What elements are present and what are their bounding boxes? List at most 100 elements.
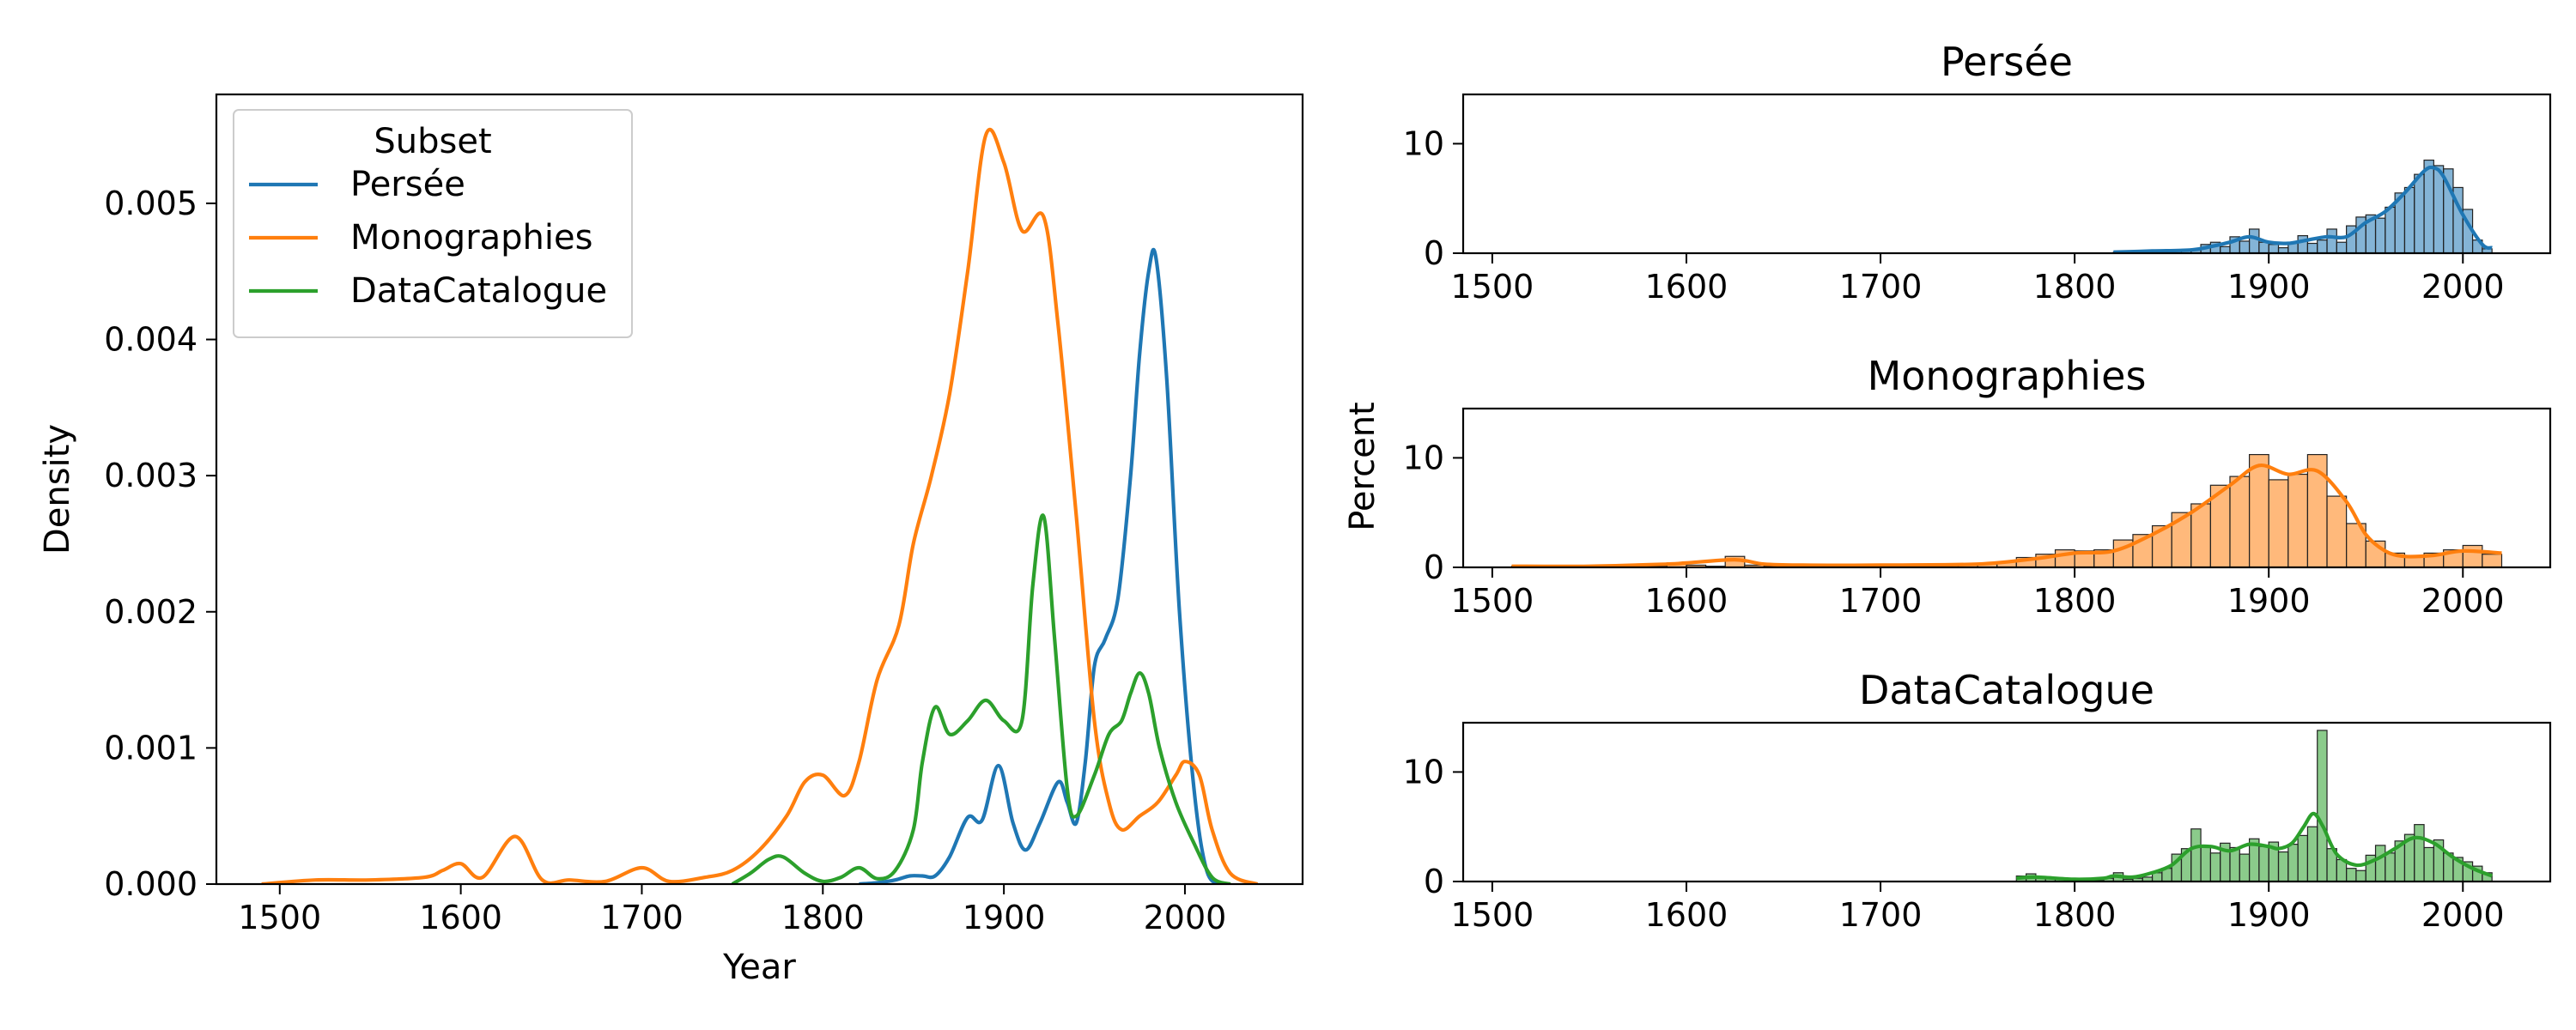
- x-tick-label: 1900: [2227, 268, 2311, 306]
- hist-bar: [2385, 852, 2396, 882]
- hist-bar: [2229, 476, 2251, 568]
- hist-kde-line: [1511, 463, 2502, 568]
- x-tick-label: 1700: [1839, 268, 1923, 306]
- x-tick-label: 2000: [2421, 268, 2505, 306]
- legend-title: Subset: [374, 122, 491, 161]
- hist-bar: [2268, 244, 2280, 254]
- hist-bar: [2482, 554, 2503, 568]
- hist-bar: [2200, 845, 2211, 882]
- kde-frame: [215, 93, 1304, 886]
- y-tick-label: 10: [1403, 124, 1444, 162]
- hist-bar: [2433, 165, 2445, 254]
- x-tick-label: 2000: [2421, 896, 2505, 934]
- kde-line-monographies: [261, 127, 1259, 884]
- y-axis-label: Percent: [1343, 402, 1382, 531]
- y-tick-label: 0: [1424, 234, 1444, 272]
- x-tick-label: 1500: [1451, 268, 1534, 306]
- y-tick-label: 0.005: [104, 185, 197, 222]
- x-tick-label: 1600: [1645, 582, 1728, 620]
- hist-bar: [2355, 869, 2366, 882]
- hist-bar: [2336, 241, 2348, 254]
- hist-bar: [2317, 730, 2328, 882]
- hist-bar: [2220, 245, 2231, 254]
- y-tick-label: 10: [1403, 753, 1444, 791]
- x-tick-label: 1700: [1839, 896, 1923, 934]
- hist-bar: [2317, 239, 2328, 254]
- hist-bar: [2297, 834, 2309, 882]
- hist-bar: [2239, 853, 2251, 882]
- x-tick-label: 1700: [1839, 582, 1923, 620]
- hist-frame: [1461, 93, 2552, 255]
- hist-frame: [1461, 407, 2552, 569]
- hist-bar: [2258, 845, 2269, 882]
- hist-frame: [1461, 721, 2552, 883]
- hist-bar: [2297, 234, 2309, 254]
- x-axis-label: Year: [722, 948, 796, 987]
- y-tick-label: 0: [1424, 863, 1444, 900]
- hist-bar: [2423, 159, 2434, 254]
- y-tick-label: 10: [1403, 439, 1444, 476]
- hist-bar: [2346, 868, 2357, 882]
- x-tick-label: 1800: [2033, 582, 2117, 620]
- panel-title: DataCatalogue: [1859, 667, 2154, 713]
- hist-kde-line: [2113, 165, 2493, 254]
- kde-chart: 1500 1600 1700 1800 1900 2000 0.000 0.001 0.002 0…: [38, 93, 1304, 987]
- y-tick-label: 0.002: [104, 593, 197, 631]
- x-tick-label: 1500: [1451, 896, 1534, 934]
- hist-panel-monographies: 1500 1600 1700 1800 1900 2000 0 10 Monographies P…: [1343, 353, 2552, 620]
- hist-panel-datacatalogue: 1500 1600 1700 1800 1900 2000 0 10 DataCatalogue: [1403, 667, 2552, 934]
- hist-bar: [2248, 228, 2260, 254]
- legend: Subset Persée Monographies DataCatalogue: [233, 109, 633, 338]
- x-tick-label: 2000: [1144, 899, 1227, 936]
- kde-lines: [261, 127, 1259, 884]
- hist-bar: [2248, 453, 2269, 568]
- y-tick-label: 0: [1424, 548, 1444, 586]
- x-tick-label: 1800: [2033, 896, 2117, 934]
- hist-bar: [2277, 851, 2289, 882]
- hist-bar: [2190, 828, 2202, 882]
- hist-bar: [2209, 852, 2221, 882]
- kde-line-datacatalogue: [731, 513, 1231, 884]
- hist-bar: [2306, 826, 2318, 882]
- y-tick-label: 0.001: [104, 729, 197, 766]
- hist-bar: [2385, 206, 2396, 254]
- hist-bars: [2015, 730, 2493, 882]
- x-tick-label: 1600: [419, 899, 502, 936]
- x-tick-label: 2000: [2421, 582, 2505, 620]
- hist-bar: [2374, 845, 2386, 882]
- x-tick-label: 1900: [963, 899, 1046, 936]
- hist-bar: [2258, 241, 2269, 254]
- x-tick-label: 1600: [1645, 268, 1728, 306]
- x-tick-label: 1800: [2033, 268, 2117, 306]
- hist-bar: [2229, 846, 2240, 882]
- hist-bar: [2326, 228, 2337, 254]
- hist-bar: [2287, 473, 2309, 568]
- x-tick-label: 1500: [238, 899, 321, 936]
- hist-bar: [2239, 240, 2251, 254]
- hist-bar: [2414, 824, 2425, 882]
- legend-entry-datacatalogue: DataCatalogue: [350, 271, 607, 311]
- y-tick-label: 0.000: [104, 865, 197, 903]
- hist-bar: [2326, 495, 2348, 568]
- hist-panel-perse: 1500 1600 1700 1800 1900 2000 0 10 Persée: [1403, 39, 2552, 306]
- x-tick-label: 1800: [781, 899, 865, 936]
- hist-bar: [2374, 217, 2386, 254]
- hist-bar: [2423, 846, 2434, 882]
- x-tick-label: 1500: [1451, 582, 1534, 620]
- hist-bar: [2403, 186, 2415, 254]
- y-axis-label: Density: [38, 424, 77, 554]
- legend-entry-persée: Persée: [350, 165, 465, 204]
- y-tick-label: 0.003: [104, 457, 197, 494]
- x-tick-label: 1900: [2227, 582, 2311, 620]
- hist-bar: [2190, 503, 2211, 568]
- hist-bar: [2414, 173, 2425, 254]
- hist-bar: [2306, 242, 2318, 254]
- y-tick-label: 0.004: [104, 321, 197, 359]
- kde-line-persée: [859, 248, 1223, 884]
- legend-box: [233, 109, 633, 338]
- hist-bar: [2287, 844, 2299, 882]
- panel-title: Monographies: [1868, 353, 2147, 399]
- x-tick-label: 1600: [1645, 896, 1728, 934]
- hist-bar: [2462, 544, 2483, 568]
